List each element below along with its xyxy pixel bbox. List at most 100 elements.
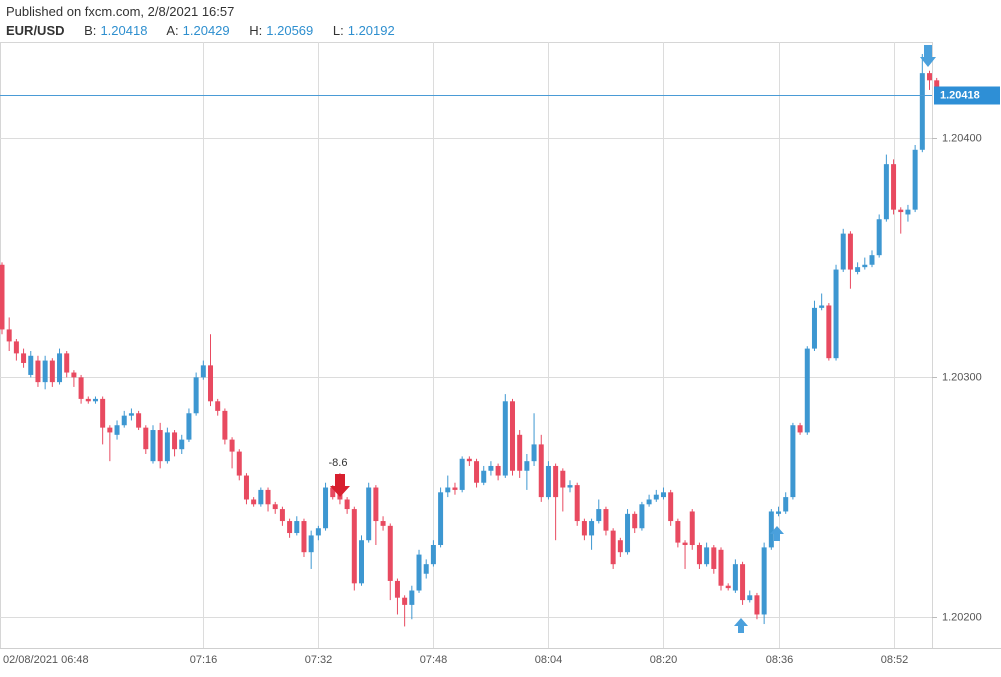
- candle-body: [215, 401, 221, 411]
- high-label: H:: [249, 23, 263, 38]
- low: 1.20192: [347, 23, 395, 38]
- candle-body: [833, 269, 839, 359]
- candle-body: [689, 511, 695, 546]
- candle-body: [0, 264, 5, 330]
- candle-body: [64, 353, 70, 373]
- candle-body: [13, 341, 19, 354]
- sell-arrow: [330, 474, 350, 497]
- last-price-label: 1.20418: [940, 89, 980, 101]
- candle-body: [891, 164, 897, 210]
- candle-body: [919, 73, 925, 150]
- candle-body: [927, 73, 933, 81]
- candle-body: [567, 485, 573, 488]
- candle-body: [596, 509, 602, 522]
- candle-body: [495, 465, 501, 476]
- y-tick-label: 1.20200: [942, 611, 982, 623]
- candle-body: [294, 521, 300, 534]
- candle-body: [466, 458, 472, 462]
- candle-body: [136, 413, 142, 428]
- candle-body: [459, 458, 465, 490]
- candle-body: [344, 499, 350, 510]
- candle-body: [704, 547, 710, 565]
- x-tick-label: 07:32: [305, 654, 333, 666]
- candle-body: [502, 401, 508, 476]
- candle-body: [114, 425, 120, 435]
- last-price-box: [934, 86, 1000, 105]
- candle-body: [696, 545, 702, 565]
- candle-body: [265, 489, 271, 505]
- candle-body: [718, 549, 724, 586]
- candle-body: [646, 499, 652, 505]
- high: 1.20569: [266, 23, 314, 38]
- candle-body: [57, 353, 63, 383]
- candle-body: [258, 489, 264, 505]
- candle-body: [49, 360, 55, 383]
- candle-body: [581, 521, 587, 536]
- symbol: EUR/USD: [6, 23, 65, 38]
- candle-body: [330, 487, 336, 498]
- candle-body: [912, 149, 918, 210]
- x-tick-label: 07:16: [190, 654, 218, 666]
- candle-body: [157, 430, 163, 462]
- buy-arrow: [770, 526, 784, 541]
- candle-body: [430, 545, 436, 565]
- candle-body: [632, 513, 638, 529]
- candle-body: [509, 401, 515, 471]
- header: Published on fxcm.com, 2/8/2021 16:57 EU…: [0, 0, 1001, 42]
- candle-body: [869, 255, 875, 265]
- candle-body: [229, 439, 235, 452]
- candle-body: [711, 547, 717, 569]
- candle-body: [143, 427, 149, 450]
- candle-body: [625, 513, 631, 553]
- candle-body: [42, 360, 48, 383]
- candle-body: [164, 432, 170, 462]
- candle-body: [21, 353, 27, 363]
- candle-body: [682, 542, 688, 546]
- bid-label: B:: [84, 23, 97, 38]
- candle-body: [589, 521, 595, 536]
- candle-body: [208, 365, 214, 402]
- candle-body: [121, 415, 127, 426]
- candle-body: [287, 521, 293, 534]
- ask-label: A:: [166, 23, 179, 38]
- candle-body: [811, 307, 817, 349]
- candle-body: [783, 497, 789, 512]
- candle-body: [610, 530, 616, 565]
- candle-body: [768, 511, 774, 548]
- candle-body: [402, 597, 408, 605]
- candle-body: [474, 461, 480, 483]
- candle-body: [179, 439, 185, 450]
- candle-body: [416, 554, 422, 591]
- candle-body: [193, 377, 199, 414]
- candle-body: [776, 511, 782, 514]
- x-tick-label: 02/08/2021 06:48: [3, 654, 89, 666]
- candle-body: [732, 564, 738, 591]
- candle-body: [660, 492, 666, 498]
- candle-body: [538, 444, 544, 498]
- x-tick-label: 07:48: [420, 654, 448, 666]
- candle-body: [862, 264, 868, 268]
- candle-body: [445, 487, 451, 493]
- candle-body: [186, 413, 192, 440]
- candle-body: [85, 398, 91, 402]
- candle-body: [560, 470, 566, 488]
- marks: 1.20200 1.20300 1.20400 02/08/2021 06:48 07:…: [0, 42, 1000, 666]
- candle-body: [28, 355, 34, 375]
- x-tick-label: 08:20: [650, 654, 678, 666]
- candle-body: [150, 430, 156, 462]
- candle-body: [725, 585, 731, 589]
- candle-body: [6, 329, 12, 342]
- candle-body: [740, 564, 746, 601]
- candle-body: [524, 461, 530, 471]
- candle-body: [481, 470, 487, 483]
- candle-body: [883, 164, 889, 220]
- buy-arrow: [734, 618, 748, 633]
- quote-bar: EUR/USD B: 1.20418 A: 1.20429 H: 1.20569 L:…: [6, 23, 411, 38]
- y-tick-label: 1.20400: [942, 132, 982, 144]
- signal-arrow: [920, 45, 936, 67]
- x-tick-label: 08:36: [766, 654, 794, 666]
- candle-body: [128, 413, 134, 416]
- candle-body: [876, 219, 882, 256]
